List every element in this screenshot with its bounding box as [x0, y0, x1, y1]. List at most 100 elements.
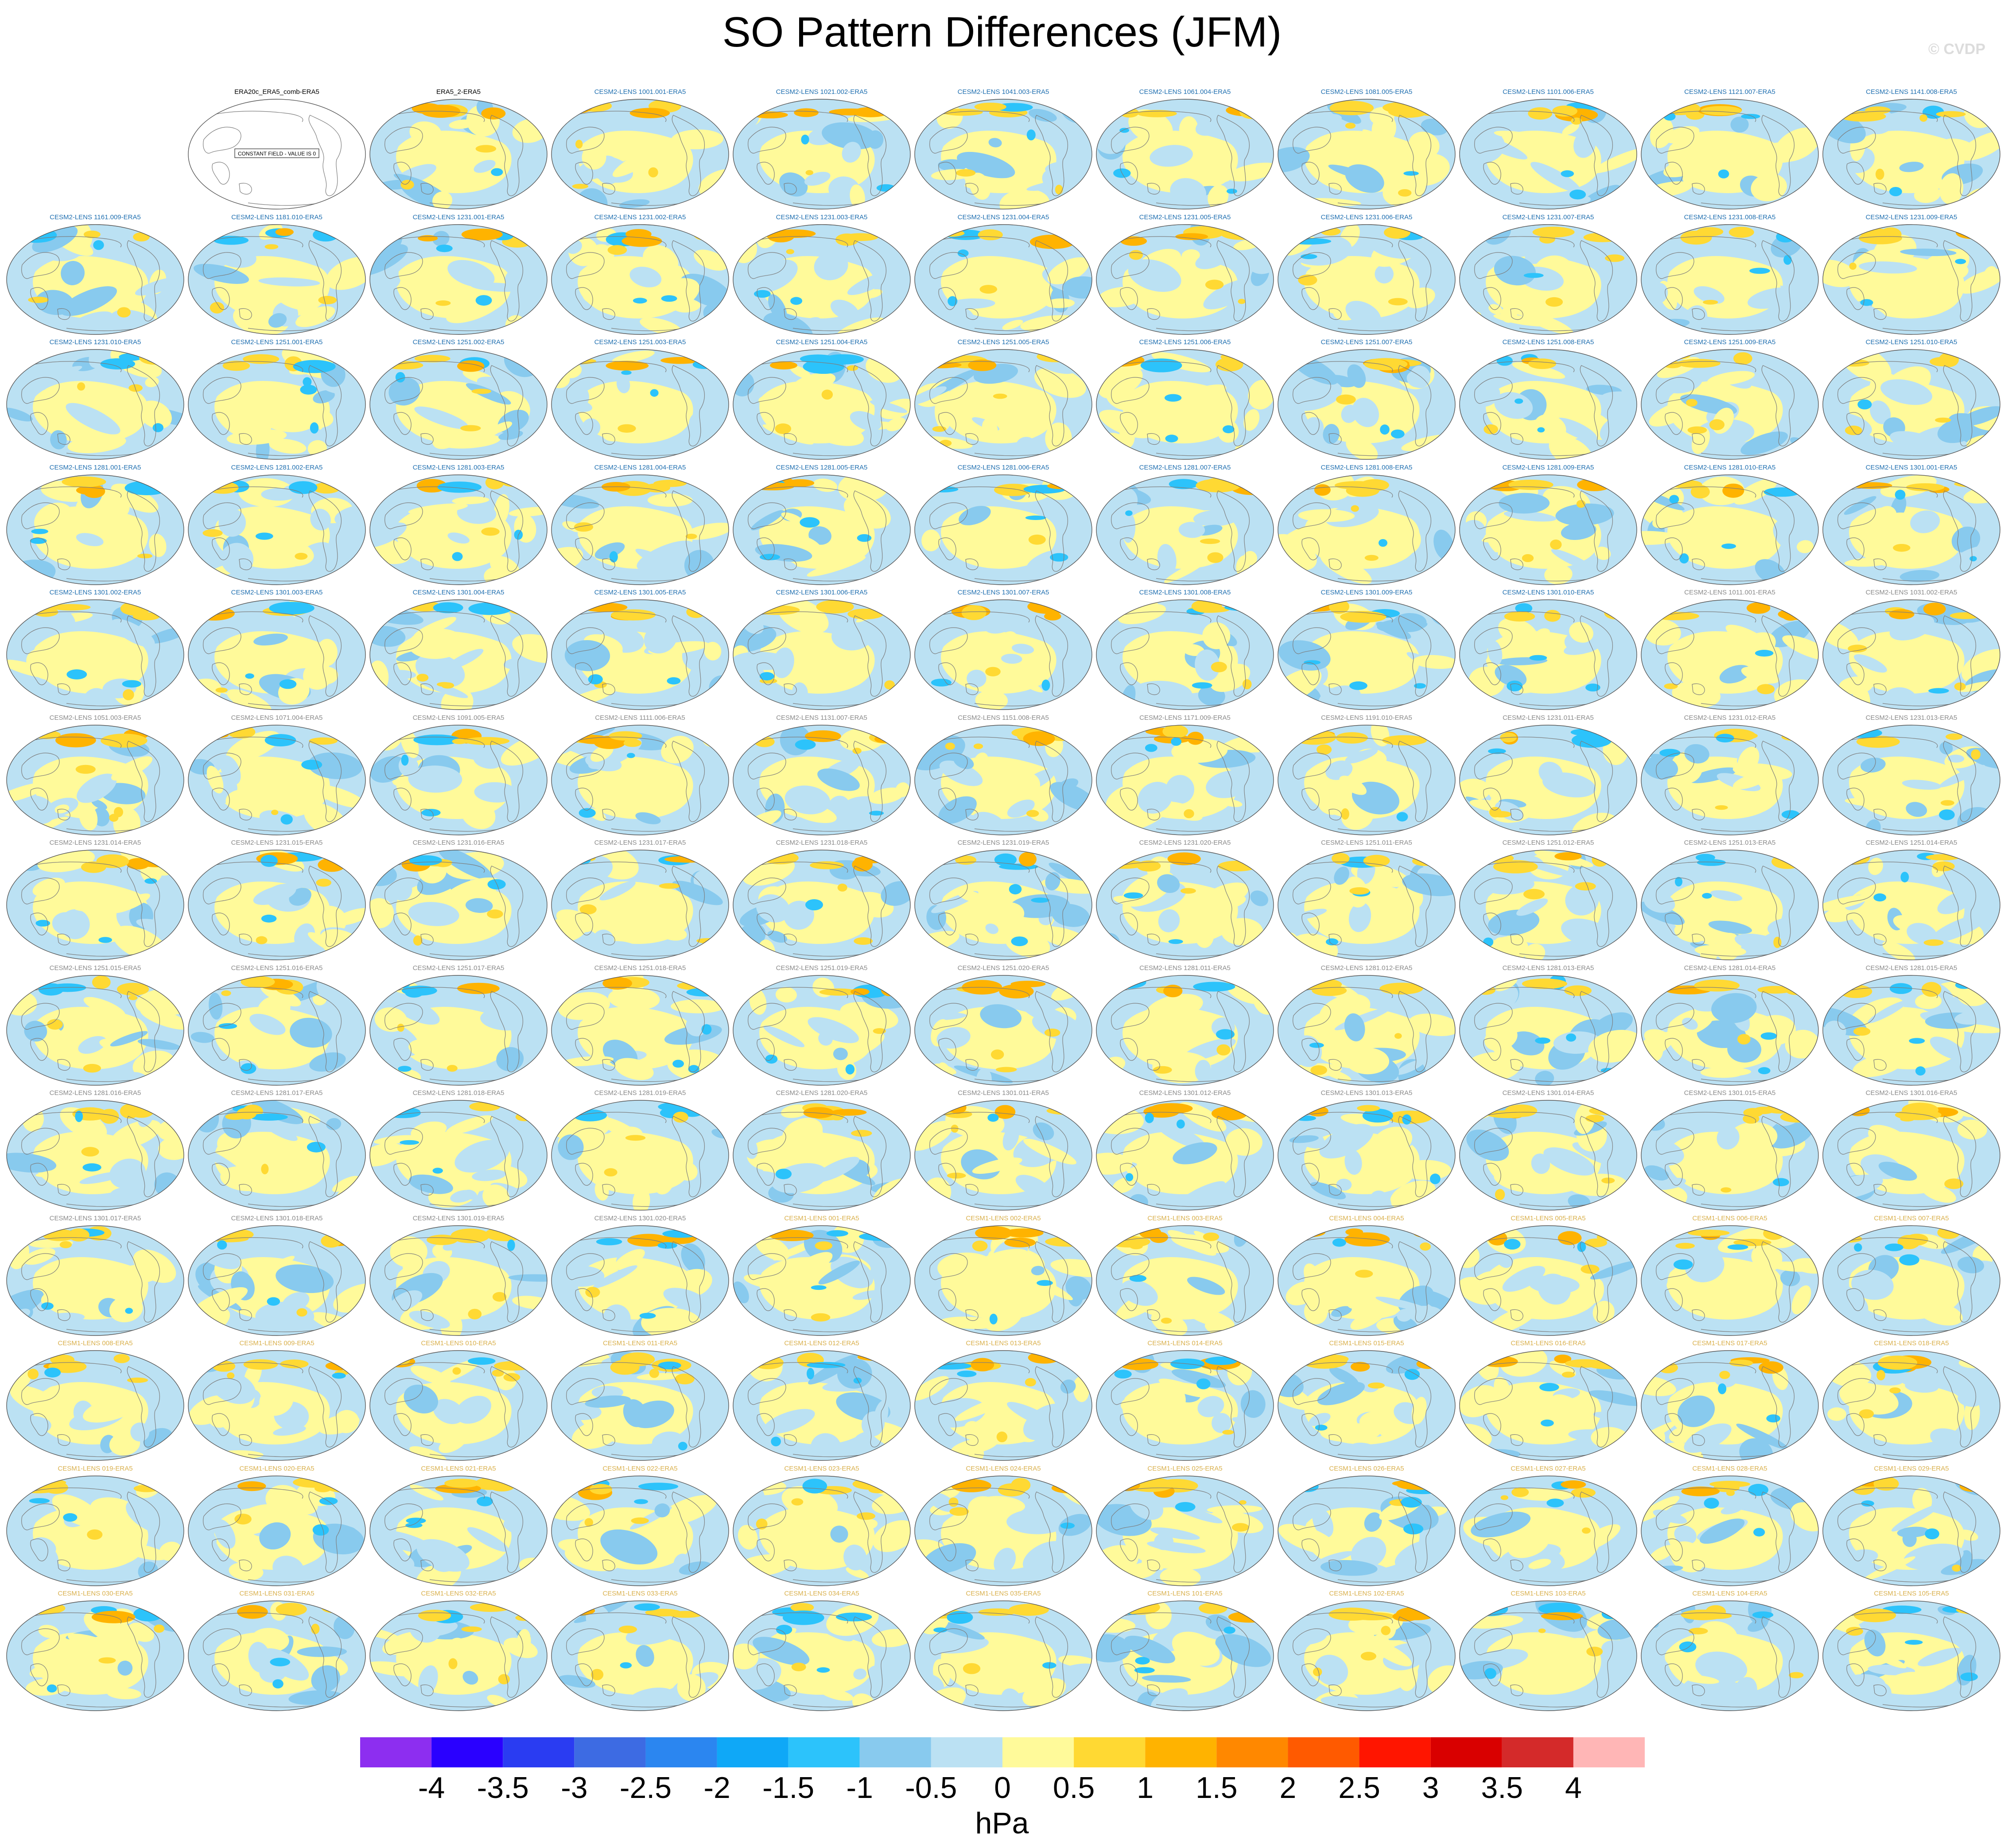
globe-map: [1459, 974, 1637, 1086]
panel-title: CESM1-LENS 031-ERA5: [239, 1590, 315, 1597]
panel-title: CESM2-LENS 1301.004-ERA5: [412, 589, 505, 596]
map-panel: CESM2-LENS 1281.015-ERA5: [1821, 963, 2002, 1088]
colorbar-tick-label: -1: [846, 1771, 873, 1805]
panel-title: CESM2-LENS 1161.009-ERA5: [50, 213, 141, 221]
panel-title: ERA20c_ERA5_comb-ERA5: [234, 88, 319, 96]
colorbar-box: [788, 1737, 860, 1767]
map-panel: CESM1-LENS 032-ERA5: [368, 1588, 549, 1713]
map-panel: ERA20c_ERA5_comb-ERA5 CONSTANT FIELD - VA…: [186, 87, 368, 212]
globe-map: [369, 599, 548, 710]
panel-title: CESM2-LENS 1101.006-ERA5: [1503, 88, 1594, 96]
globe-map: [551, 349, 729, 460]
panel-title: CESM1-LENS 020-ERA5: [239, 1464, 315, 1472]
panel-title: CESM1-LENS 032-ERA5: [421, 1590, 496, 1597]
map-panel: CESM2-LENS 1231.019-ERA5: [913, 838, 1094, 963]
map-panel: CESM1-LENS 031-ERA5: [186, 1588, 368, 1713]
panel-title: CESM1-LENS 024-ERA5: [966, 1464, 1041, 1472]
globe-map: [1096, 1100, 1274, 1211]
map-panel: CESM2-LENS 1301.017-ERA5: [4, 1213, 186, 1338]
map-panel: CESM1-LENS 013-ERA5: [913, 1338, 1094, 1463]
globe-map: [1641, 349, 1819, 460]
map-panel: CESM2-LENS 1281.020-ERA5: [731, 1088, 913, 1213]
map-panel: CESM2-LENS 1281.008-ERA5: [1276, 462, 1457, 587]
panel-title: CESM2-LENS 1281.013-ERA5: [1502, 964, 1594, 972]
panel-title: CESM2-LENS 1251.010-ERA5: [1865, 338, 1957, 346]
globe-map: [1096, 474, 1274, 585]
globe-map: [1459, 1100, 1637, 1211]
map-panel: CESM2-LENS 1231.018-ERA5: [731, 838, 913, 963]
map-panel: CESM2-LENS 1301.015-ERA5: [1639, 1088, 1821, 1213]
globe-map: [1278, 1100, 1456, 1211]
panel-title: CESM2-LENS 1301.018-ERA5: [231, 1214, 323, 1222]
panel-title: CESM1-LENS 035-ERA5: [966, 1590, 1041, 1597]
panel-title: CESM2-LENS 1011.001-ERA5: [1684, 589, 1775, 596]
panel-title: CESM2-LENS 1301.008-ERA5: [1139, 589, 1231, 596]
colorbar-box: [360, 1737, 432, 1767]
globe-map: [733, 974, 911, 1086]
colorbar-tick-label: -2: [703, 1771, 730, 1805]
map-panel: CESM1-LENS 007-ERA5: [1821, 1213, 2002, 1338]
colorbar-box: [1002, 1737, 1074, 1767]
map-panel: CESM2-LENS 1251.014-ERA5: [1821, 838, 2002, 963]
map-panel: CESM2-LENS 1251.016-ERA5: [186, 963, 368, 1088]
panel-title: CESM2-LENS 1231.007-ERA5: [1502, 213, 1594, 221]
panel-title: CESM2-LENS 1071.004-ERA5: [231, 714, 323, 722]
colorbar-tick-label: 2.5: [1338, 1771, 1380, 1805]
map-panel: CESM1-LENS 015-ERA5: [1276, 1338, 1457, 1463]
panel-title: CESM2-LENS 1171.009-ERA5: [1139, 714, 1231, 722]
panel-title: CESM2-LENS 1301.003-ERA5: [231, 589, 323, 596]
globe-map: [914, 974, 1092, 1086]
colorbar-box: [645, 1737, 717, 1767]
panel-title: CESM2-LENS 1281.017-ERA5: [231, 1089, 323, 1097]
panel-title: ERA5_2-ERA5: [436, 88, 481, 96]
panel-title: CESM2-LENS 1281.009-ERA5: [1502, 463, 1594, 471]
globe-map: [914, 349, 1092, 460]
globe-map: [1822, 599, 2000, 710]
panel-title: CESM2-LENS 1231.013-ERA5: [1865, 714, 1957, 722]
map-panel: CESM2-LENS 1281.017-ERA5: [186, 1088, 368, 1213]
panel-title: CESM2-LENS 1001.001-ERA5: [594, 88, 686, 96]
colorbar-box: [1145, 1737, 1217, 1767]
panel-title: CESM2-LENS 1231.005-ERA5: [1139, 213, 1231, 221]
globe-map: [914, 99, 1092, 210]
panel-title: CESM2-LENS 1121.007-ERA5: [1684, 88, 1775, 96]
map-panel: CESM2-LENS 1231.004-ERA5: [913, 212, 1094, 337]
globe-map: [1641, 599, 1819, 710]
map-panel: CESM2-LENS 1141.008-ERA5: [1821, 87, 2002, 212]
map-panel: CESM1-LENS 001-ERA5: [731, 1213, 913, 1338]
map-panel: ERA5_2-ERA5: [368, 87, 549, 212]
globe-map: [551, 474, 729, 585]
panel-title: CESM2-LENS 1281.014-ERA5: [1684, 964, 1776, 972]
panel-title: CESM1-LENS 025-ERA5: [1147, 1464, 1223, 1472]
globe-map: [1096, 724, 1274, 835]
panel-title: CESM2-LENS 1251.013-ERA5: [1684, 839, 1776, 846]
panel-title: CESM1-LENS 033-ERA5: [602, 1590, 678, 1597]
map-panel: CESM2-LENS 1301.004-ERA5: [368, 587, 549, 712]
globe-map: [1822, 1600, 2000, 1711]
colorbar-tick-label: 4: [1565, 1771, 1582, 1805]
map-panel: CESM2-LENS 1281.003-ERA5: [368, 462, 549, 587]
globe-map: [1096, 1475, 1274, 1586]
map-panel: CESM2-LENS 1281.013-ERA5: [1457, 963, 1639, 1088]
panel-title: CESM2-LENS 1251.017-ERA5: [412, 964, 505, 972]
map-panel: CESM2-LENS 1041.003-ERA5: [913, 87, 1094, 212]
globe-map: [1278, 99, 1456, 210]
panel-title: CESM2-LENS 1111.006-ERA5: [595, 714, 685, 722]
globe-map: [188, 474, 366, 585]
panel-title: CESM2-LENS 1281.018-ERA5: [412, 1089, 505, 1097]
panel-title: CESM2-LENS 1031.002-ERA5: [1865, 589, 1957, 596]
colorbar-box: [1074, 1737, 1146, 1767]
panel-title: CESM1-LENS 102-ERA5: [1329, 1590, 1404, 1597]
panel-title: CESM2-LENS 1281.003-ERA5: [412, 463, 505, 471]
globe-map: [1096, 599, 1274, 710]
colorbar-box: [503, 1737, 575, 1767]
globe-map: [6, 1225, 184, 1336]
globe-map: [1278, 349, 1456, 460]
globe-map: [1096, 1350, 1274, 1461]
map-panel: CESM2-LENS 1301.005-ERA5: [549, 587, 731, 712]
panel-title: CESM1-LENS 006-ERA5: [1692, 1214, 1767, 1222]
panel-title: CESM1-LENS 009-ERA5: [239, 1339, 315, 1347]
globe-map: [1822, 1350, 2000, 1461]
map-panel: CESM2-LENS 1061.004-ERA5: [1094, 87, 1276, 212]
globe-map: [369, 1350, 548, 1461]
